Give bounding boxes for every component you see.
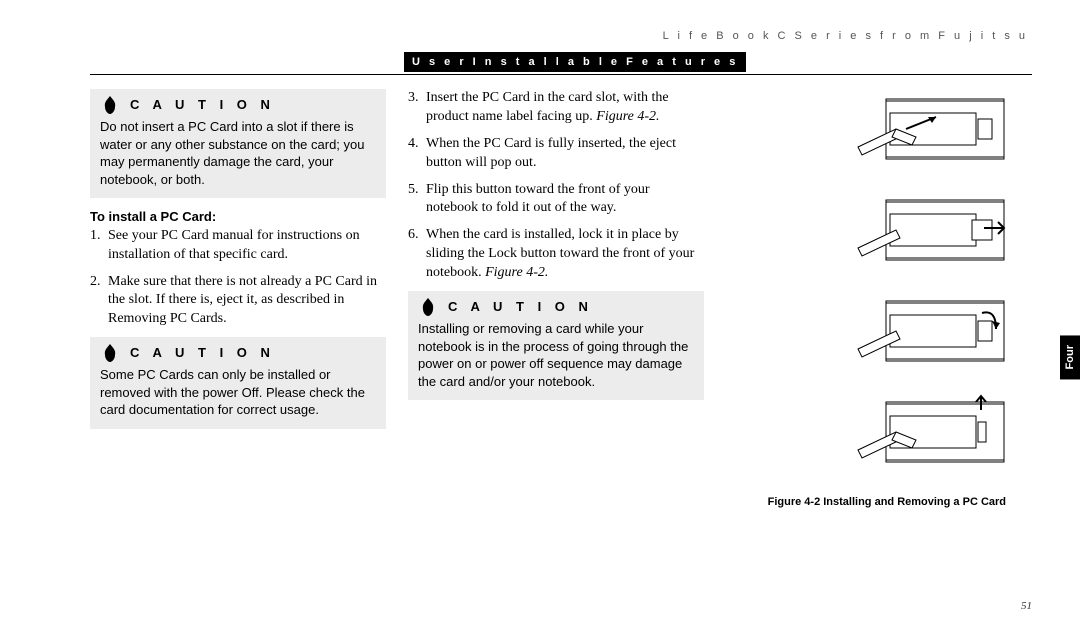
caution-flame-icon — [418, 297, 438, 317]
page-number: 51 — [1021, 600, 1032, 612]
step-6-text: When the card is installed, lock it in p… — [424, 226, 704, 283]
caution-label-3: C A U T I O N — [448, 298, 593, 316]
caution-text-1: Do not insert a PC Card into a slot if t… — [100, 118, 376, 188]
caution-label-1: C A U T I O N — [130, 96, 275, 114]
install-subheading: To install a PC Card: — [90, 208, 386, 226]
column-left: C A U T I O N Do not insert a PC Card in… — [90, 89, 386, 510]
step-1-text: See your PC Card manual for instructions… — [106, 227, 386, 265]
caution-header-2: C A U T I O N — [100, 343, 376, 363]
step-5-num: 5. — [408, 181, 424, 219]
column-right: Figure 4-2 Installing and Removing a PC … — [726, 89, 1006, 510]
step-6-num: 6. — [408, 226, 424, 283]
figure-panel-2 — [856, 190, 1006, 285]
step-4-num: 4. — [408, 135, 424, 173]
figure-panel-1 — [856, 89, 1006, 184]
columns: C A U T I O N Do not insert a PC Card in… — [90, 89, 1032, 510]
step-3: 3. Insert the PC Card in the card slot, … — [408, 89, 704, 127]
caution-flame-icon — [100, 95, 120, 115]
caution-box-1: C A U T I O N Do not insert a PC Card in… — [90, 89, 386, 198]
caution-text-3: Installing or removing a card while your… — [418, 320, 694, 390]
step-1: 1. See your PC Card manual for instructi… — [90, 227, 386, 265]
chapter-side-tab: Four — [1060, 335, 1080, 379]
step-6-figref: Figure 4-2. — [485, 265, 548, 280]
step-3-text: Insert the PC Card in the card slot, wit… — [424, 89, 704, 127]
figure-panel-4 — [856, 392, 1006, 487]
manual-page: L i f e B o o k C S e r i e s f r o m F … — [0, 0, 1080, 630]
header-product-line: L i f e B o o k C S e r i e s f r o m F … — [90, 30, 1032, 42]
caution-flame-icon — [100, 343, 120, 363]
step-2-num: 2. — [90, 273, 106, 330]
step-3-num: 3. — [408, 89, 424, 127]
figure-panel-3 — [856, 291, 1006, 386]
step-5-text: Flip this button toward the front of you… — [424, 181, 704, 219]
step-1-num: 1. — [90, 227, 106, 265]
section-bar: U s e r I n s t a l l a b l e F e a t u … — [404, 52, 746, 72]
step-2: 2. Make sure that there is not already a… — [90, 273, 386, 330]
step-3-figref: Figure 4-2. — [596, 109, 659, 124]
step-2-text: Make sure that there is not already a PC… — [106, 273, 386, 330]
step-5: 5. Flip this button toward the front of … — [408, 181, 704, 219]
caution-text-2: Some PC Cards can only be installed or r… — [100, 366, 376, 419]
caution-box-3: C A U T I O N Installing or removing a c… — [408, 291, 704, 400]
step-4: 4. When the PC Card is fully inserted, t… — [408, 135, 704, 173]
caution-label-2: C A U T I O N — [130, 344, 275, 362]
step-6: 6. When the card is installed, lock it i… — [408, 226, 704, 283]
header-divider — [90, 74, 1032, 75]
header-row: L i f e B o o k C S e r i e s f r o m F … — [90, 30, 1032, 42]
caution-header-3: C A U T I O N — [418, 297, 694, 317]
caution-box-2: C A U T I O N Some PC Cards can only be … — [90, 337, 386, 429]
figure-caption: Figure 4-2 Installing and Removing a PC … — [726, 495, 1006, 510]
step-4-text: When the PC Card is fully inserted, the … — [424, 135, 704, 173]
caution-header-1: C A U T I O N — [100, 95, 376, 115]
column-middle: 3. Insert the PC Card in the card slot, … — [408, 89, 704, 510]
